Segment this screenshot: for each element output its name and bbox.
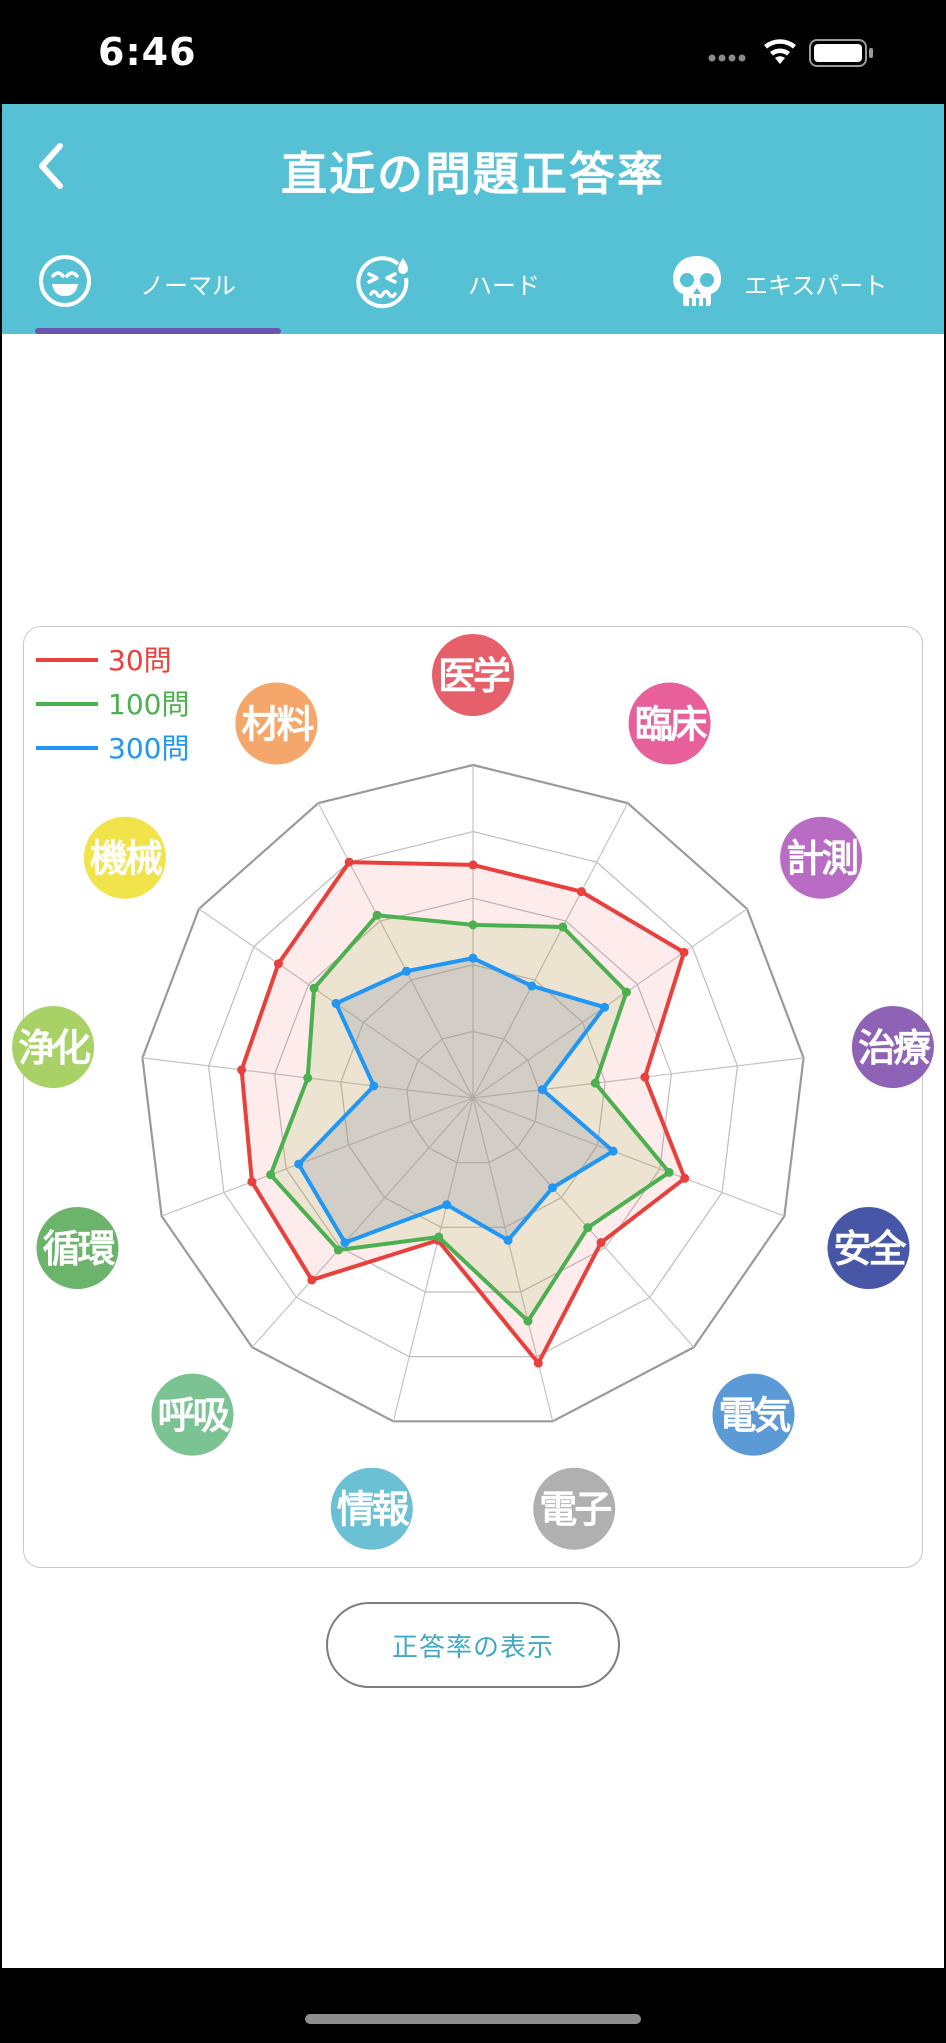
back-button[interactable] xyxy=(30,138,74,194)
signal-icon xyxy=(708,54,746,62)
tab-hard[interactable]: ハード xyxy=(354,244,584,336)
battery-icon xyxy=(809,39,873,67)
status-time: 6:46 xyxy=(98,30,197,74)
skull-icon xyxy=(673,256,721,306)
tab-normal[interactable]: ノーマル xyxy=(36,244,282,336)
tab-expert[interactable]: エキスパート xyxy=(668,244,918,336)
status-bar: 6:46 xyxy=(0,0,946,104)
home-bar-area xyxy=(0,1968,946,2043)
show-rate-button[interactable]: 正答率の表示 xyxy=(326,1602,620,1688)
page-title: 直近の問題正答率 xyxy=(281,147,665,201)
chart-card xyxy=(23,626,923,1568)
smile-icon xyxy=(39,255,91,307)
tab-hard-label: ハード xyxy=(468,272,540,300)
chevron-left-icon xyxy=(39,143,63,189)
status-icons xyxy=(708,39,873,67)
wifi-icon xyxy=(764,39,796,64)
home-indicator[interactable] xyxy=(305,2014,641,2024)
tab-normal-label: ノーマル xyxy=(140,272,236,300)
tab-indicator xyxy=(35,328,281,334)
sweat-face-icon xyxy=(356,256,409,309)
tab-expert-label: エキスパート xyxy=(744,272,888,300)
app-header xyxy=(2,104,944,334)
